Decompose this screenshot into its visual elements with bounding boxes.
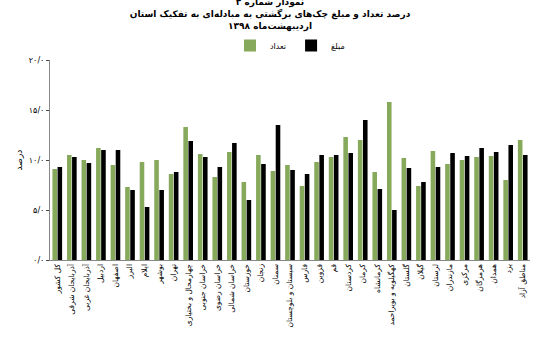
svg-text:خراسان جنوبی: خراسان جنوبی <box>198 264 207 311</box>
svg-text:۵/۰: ۵/۰ <box>33 206 44 215</box>
svg-text:مازندران: مازندران <box>445 264 454 291</box>
svg-text:کرمان: کرمان <box>358 264 367 284</box>
svg-text:کهگیلویه و بویراحمد: کهگیلویه و بویراحمد <box>387 264 396 326</box>
svg-text:بوشهر: بوشهر <box>155 264 164 285</box>
svg-text:مناطق آزاد: مناطق آزاد <box>517 264 527 298</box>
svg-text:زنجان: زنجان <box>256 264 265 283</box>
svg-text:سیستان و بلوچستان: سیستان و بلوچستان <box>285 264 294 328</box>
svg-text:ایلام: ایلام <box>140 264 149 277</box>
svg-text:سمنان: سمنان <box>271 264 280 285</box>
svg-text:قزوین: قزوین <box>315 264 324 284</box>
svg-text:همدان: همدان <box>489 264 498 284</box>
svg-text:۲۰/۰: ۲۰/۰ <box>29 56 45 65</box>
svg-text:قم: قم <box>329 264 338 273</box>
svg-text:۰/۰: ۰/۰ <box>33 256 44 265</box>
svg-text:چهارمحال و بختیاری: چهارمحال و بختیاری <box>184 264 193 327</box>
svg-text:گیلان: گیلان <box>416 264 425 280</box>
svg-text:۱۰/۰: ۱۰/۰ <box>29 156 45 165</box>
svg-text:مبلغ: مبلغ <box>331 42 345 51</box>
svg-text:کل کشور: کل کشور <box>53 264 62 295</box>
svg-text:مرکزی: مرکزی <box>460 264 469 286</box>
svg-text:لرستان: لرستان <box>431 264 440 287</box>
svg-text:۱۵/۰: ۱۵/۰ <box>29 106 45 115</box>
svg-text:کرمانشاه: کرمانشاه <box>373 264 382 293</box>
svg-text:گلستان: گلستان <box>402 264 411 287</box>
svg-text:درصد: درصد <box>14 150 24 171</box>
svg-text:خراسان رضوی: خراسان رضوی <box>213 264 222 311</box>
svg-text:فارس: فارس <box>300 264 309 283</box>
svg-text:خراسان شمالی: خراسان شمالی <box>227 264 236 313</box>
svg-text:یزد: یزد <box>504 264 513 274</box>
svg-text:اردبیل: اردبیل <box>96 264 105 283</box>
svg-text:آذربایجان غربی: آذربایجان غربی <box>81 263 91 311</box>
svg-text:اصفهان: اصفهان <box>111 264 120 288</box>
svg-text:البرز: البرز <box>125 264 134 279</box>
svg-text:کردستان: کردستان <box>344 264 353 292</box>
svg-text:نمودار شماره ۳درصد تعداد و مبل: نمودار شماره ۳درصد تعداد و مبلغ چک‌های ب… <box>130 0 411 32</box>
svg-text:هرمزگان: هرمزگان <box>475 264 484 292</box>
svg-text:خوزستان: خوزستان <box>242 264 251 293</box>
svg-text:تهران: تهران <box>169 264 178 281</box>
svg-text:آذربایجان شرقی: آذربایجان شرقی <box>66 263 76 315</box>
svg-text:تعداد: تعداد <box>270 42 286 51</box>
